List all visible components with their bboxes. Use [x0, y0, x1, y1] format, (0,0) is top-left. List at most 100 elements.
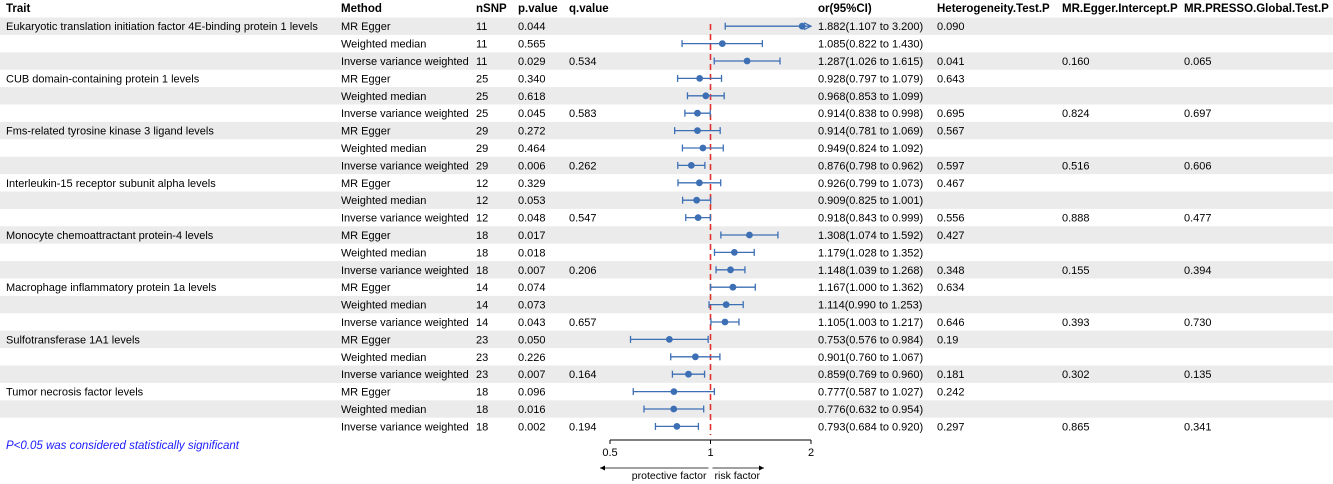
cell-pvalue: 0.272: [518, 126, 546, 138]
cell-method: Inverse variance weighted: [341, 265, 469, 277]
cell-heterogeneity: 0.695: [937, 108, 965, 120]
table-row: Weighted median 18 0.016 0.776(0.632 to 0.9…: [341, 404, 923, 416]
cell-presso: 0.606: [1184, 160, 1212, 172]
cell-or-ci: 1.105(1.003 to 1.217): [818, 317, 923, 329]
cell-heterogeneity: 0.467: [937, 178, 965, 190]
cell-qvalue: 0.194: [569, 421, 597, 433]
cell-nsnp: 18: [476, 404, 488, 416]
cell-or-ci: 1.287(1.026 to 1.615): [818, 56, 923, 68]
cell-egger-intercept: 0.516: [1062, 160, 1090, 172]
cell-method: Weighted median: [341, 352, 426, 364]
point-estimate: [685, 370, 692, 378]
point-estimate: [729, 283, 737, 291]
point-estimate: [699, 144, 707, 152]
header-method: Method: [341, 3, 382, 15]
row-stripes: [0, 17, 1333, 418]
cell-or-ci: 0.949(0.824 to 1.092): [818, 143, 923, 155]
table-row: Weighted median 12 0.053 0.909(0.825 to 1.0…: [341, 195, 923, 207]
table-row: Weighted median 14 0.073 1.114(0.990 to 1.2…: [341, 300, 922, 312]
x-tick-label: 2: [808, 447, 814, 459]
cell-method: Weighted median: [341, 404, 426, 416]
row-stripe: [0, 87, 1333, 105]
point-estimate: [702, 92, 710, 100]
cell-pvalue: 0.043: [518, 317, 546, 329]
cell-method: Inverse variance weighted: [341, 421, 469, 433]
table-row: Weighted median 11 0.565 1.085(0.822 to 1.4…: [341, 39, 923, 51]
row-stripe: [0, 156, 1333, 175]
cell-method: MR Egger: [341, 230, 391, 242]
cell-egger-intercept: 0.155: [1062, 265, 1090, 277]
table-row: Inverse variance weighted 23 0.007 0.164 0.8…: [341, 369, 1212, 381]
cell-trait: Eukaryotic translation initiation factor…: [6, 21, 318, 33]
risk-arrowhead: [759, 465, 764, 471]
cell-qvalue: 0.262: [569, 160, 597, 172]
cell-or-ci: 0.914(0.781 to 1.069): [818, 126, 923, 138]
table-row: Inverse variance weighted 18 0.007 0.206 1.1…: [341, 265, 1212, 277]
cell-method: Inverse variance weighted: [341, 317, 469, 329]
row-stripe: [0, 295, 1333, 314]
cell-method: MR Egger: [341, 387, 391, 399]
cell-pvalue: 0.044: [518, 21, 546, 33]
cell-heterogeneity: 0.597: [937, 160, 965, 172]
cell-or-ci: 0.968(0.853 to 1.099): [818, 91, 923, 103]
header-nsnp: nSNP: [476, 3, 507, 15]
cell-method: Weighted median: [341, 300, 426, 312]
cell-pvalue: 0.340: [518, 73, 546, 85]
row-stripe: [0, 226, 1333, 244]
cell-nsnp: 12: [476, 178, 488, 190]
cell-pvalue: 0.007: [518, 265, 546, 277]
cell-or-ci: 0.776(0.632 to 0.954): [818, 404, 923, 416]
point-estimate: [695, 179, 703, 187]
cell-heterogeneity: 0.181: [937, 369, 965, 381]
cell-egger-intercept: 0.160: [1062, 56, 1090, 68]
header-qvalue: q.value: [569, 3, 609, 15]
cell-presso: 0.065: [1184, 56, 1212, 68]
cell-or-ci: 0.926(0.799 to 1.073): [818, 178, 923, 190]
cell-trait: CUB domain-containing protein 1 levels: [6, 73, 200, 85]
cell-pvalue: 0.096: [518, 387, 546, 399]
cell-nsnp: 29: [476, 126, 488, 138]
point-estimate: [670, 405, 678, 413]
cell-method: Weighted median: [341, 91, 426, 103]
point-estimate: [694, 214, 702, 222]
cell-qvalue: 0.534: [569, 56, 597, 68]
cell-heterogeneity: 0.643: [937, 73, 965, 85]
header-heterogeneity: Heterogeneity.Test.P: [937, 3, 1050, 15]
cell-pvalue: 0.018: [518, 247, 546, 259]
cell-pvalue: 0.464: [518, 143, 546, 155]
ci-marks: [629, 23, 811, 430]
table-row: Inverse variance weighted 12 0.048 0.547 0.9…: [341, 213, 1212, 225]
point-estimate: [670, 388, 678, 395]
table-row: Monocyte chemoattractant protein-4 level…: [6, 230, 965, 242]
header-presso: MR.PRESSO.Global.Test.P: [1184, 3, 1329, 15]
cell-egger-intercept: 0.393: [1062, 317, 1090, 329]
cell-pvalue: 0.073: [518, 300, 546, 312]
cell-qvalue: 0.164: [569, 369, 597, 381]
point-estimate: [727, 266, 734, 274]
table-row: Eukaryotic translation initiation factor…: [6, 21, 965, 33]
cell-trait: Monocyte chemoattractant protein-4 level…: [6, 230, 214, 242]
table-row: CUB domain-containing protein 1 levels MR…: [6, 73, 965, 85]
row-stripe: [0, 191, 1333, 209]
cell-method: Weighted median: [341, 143, 426, 155]
point-estimate: [694, 109, 701, 117]
cell-egger-intercept: 0.888: [1062, 213, 1090, 225]
cell-or-ci: 0.753(0.576 to 0.984): [818, 334, 923, 346]
table-header: Trait Method nSNP p.value q.value or(95%…: [6, 3, 1329, 15]
cell-or-ci: 0.918(0.843 to 0.999): [818, 213, 923, 225]
cell-trait: Fms-related tyrosine kinase 3 ligand lev…: [6, 126, 214, 138]
cell-nsnp: 25: [476, 108, 488, 120]
cell-pvalue: 0.048: [518, 213, 546, 225]
cell-nsnp: 18: [476, 247, 488, 259]
x-tick-label: 1: [707, 447, 713, 459]
table-row: Weighted median 18 0.018 1.179(1.028 to 1.3…: [341, 247, 923, 259]
cell-or-ci: 1.148(1.039 to 1.268): [818, 265, 923, 277]
point-estimate: [746, 231, 753, 239]
row-stripe: [0, 261, 1333, 279]
table-row: Sulfotransferase 1A1 levels MR Egger 23 0.0…: [6, 334, 958, 346]
table-row: Interleukin-15 receptor subunit alpha le…: [6, 178, 965, 190]
cell-nsnp: 14: [476, 317, 488, 329]
cell-trait: Macrophage inflammatory protein 1a level…: [6, 282, 217, 294]
cell-method: Inverse variance weighted: [341, 369, 469, 381]
row-stripe: [0, 52, 1333, 70]
